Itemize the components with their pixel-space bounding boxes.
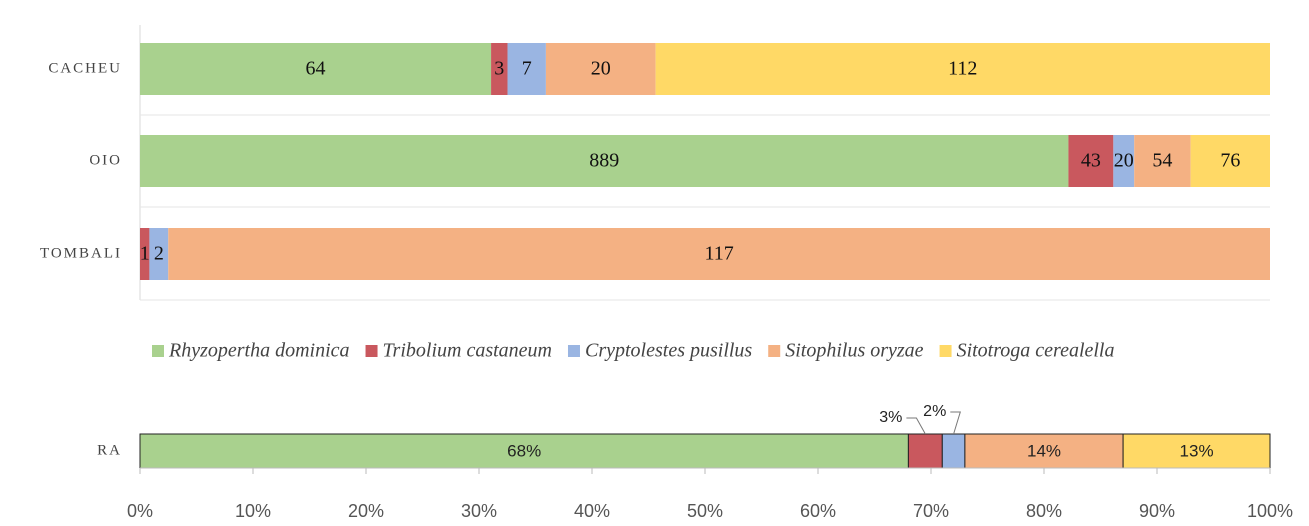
leader-line — [906, 418, 925, 434]
data-label: 14% — [1027, 441, 1061, 460]
data-label: 117 — [704, 243, 733, 265]
x-tick-label: 80% — [1026, 501, 1062, 521]
x-tick-label: 100% — [1247, 501, 1293, 521]
data-label: 13% — [1180, 441, 1214, 460]
legend-swatch — [366, 345, 378, 357]
row-label: OIO — [89, 152, 122, 168]
row-label: TOMBALI — [40, 245, 122, 261]
x-tick-label: 0% — [127, 501, 153, 521]
x-tick-label: 40% — [574, 501, 610, 521]
data-label: 2 — [154, 243, 164, 265]
data-label: 68% — [507, 441, 541, 460]
data-label: 889 — [589, 150, 619, 172]
data-label: 7 — [522, 58, 532, 80]
data-label: 3% — [879, 409, 902, 426]
bar-segment — [942, 434, 965, 468]
legend-label: Sitophilus oryzae — [785, 340, 923, 362]
figure: CACHEU 64 37 20 112 OIO 889 43 20 54 76 TOMBALI 12 11… — [0, 0, 1309, 526]
data-label: 20 — [591, 58, 611, 80]
data-label: 64 — [306, 58, 326, 80]
x-tick-label: 90% — [1139, 501, 1175, 521]
data-label: 1 — [140, 243, 150, 265]
data-label: 54 — [1152, 150, 1172, 172]
x-tick-label: 50% — [687, 501, 723, 521]
legend-label: Tribolium castaneum — [383, 340, 552, 362]
data-label: 112 — [948, 58, 977, 80]
legend-swatch — [152, 345, 164, 357]
data-label: 20 — [1114, 150, 1134, 172]
legend-label: Cryptolestes pusillus — [585, 340, 752, 362]
legend-label: Sitotroga cerealella — [957, 340, 1115, 362]
legend-swatch — [768, 345, 780, 357]
data-label: 3 — [494, 58, 504, 80]
row-label: CACHEU — [48, 60, 122, 76]
data-label: 2% — [923, 403, 946, 420]
legend-swatch — [940, 345, 952, 357]
bar-segment — [908, 434, 942, 468]
x-tick-label: 30% — [461, 501, 497, 521]
x-tick-label: 20% — [348, 501, 384, 521]
legend-label: Rhyzopertha dominica — [168, 340, 350, 362]
data-label: 43 — [1081, 150, 1101, 172]
x-tick-label: 70% — [913, 501, 949, 521]
x-tick-label: 10% — [235, 501, 271, 521]
leader-line — [950, 412, 960, 434]
x-tick-label: 60% — [800, 501, 836, 521]
legend-swatch — [568, 345, 580, 357]
row-label: RA — [97, 442, 122, 458]
data-label: 76 — [1220, 150, 1240, 172]
